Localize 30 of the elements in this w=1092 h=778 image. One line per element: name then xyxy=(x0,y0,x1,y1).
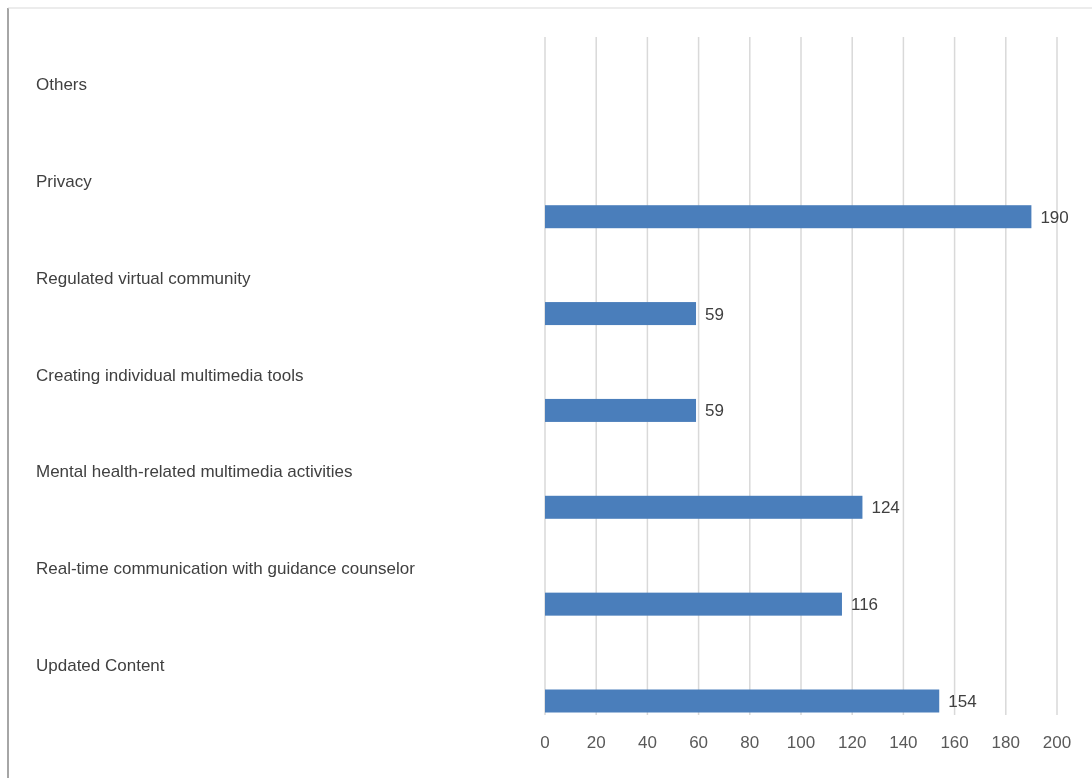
y-tick-label: Mental health-related multimedia activities xyxy=(36,462,353,482)
x-tick-label: 40 xyxy=(637,733,657,752)
bar xyxy=(545,689,940,713)
x-tick-label: 20 xyxy=(586,733,606,752)
x-tick-label: 80 xyxy=(740,733,760,752)
bar xyxy=(545,205,1032,229)
y-tick-label: Regulated virtual community xyxy=(36,268,251,288)
y-tick-label: Creating individual multimedia tools xyxy=(36,365,304,385)
data-label: 59 xyxy=(705,401,724,421)
y-tick-label: Others xyxy=(36,75,88,94)
data-label: 190 xyxy=(1040,207,1069,227)
y-tick-label: Updated Content xyxy=(36,656,165,676)
bar xyxy=(545,592,842,616)
x-tick-label: 100 xyxy=(786,733,816,752)
x-tick-label: 200 xyxy=(1042,733,1072,752)
data-label: 154 xyxy=(948,692,977,711)
bar xyxy=(545,302,697,326)
y-tick-label: Privacy xyxy=(36,171,93,191)
x-tick-label: 60 xyxy=(689,733,709,752)
data-label: 124 xyxy=(871,498,900,518)
bar xyxy=(545,495,863,519)
bar xyxy=(545,398,697,422)
x-tick-label: 160 xyxy=(940,733,969,752)
y-tick-label: Real-time communication with guidance counselor xyxy=(36,559,416,579)
x-tick-label: 140 xyxy=(889,733,918,752)
data-label: 59 xyxy=(705,304,724,324)
x-tick-label: 0 xyxy=(540,733,550,752)
x-tick-label: 180 xyxy=(991,733,1020,752)
data-label: 116 xyxy=(850,595,879,615)
x-tick-label: 120 xyxy=(838,733,867,752)
